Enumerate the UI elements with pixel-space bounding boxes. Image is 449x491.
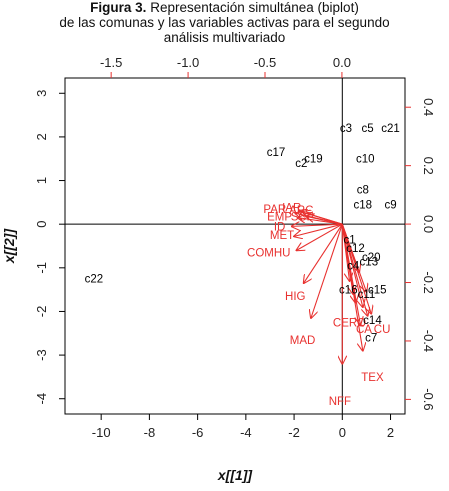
x-tick-label: -6 <box>192 425 204 440</box>
point-label-c16: c16 <box>339 285 358 297</box>
point-label-c20: c20 <box>362 252 381 264</box>
top-x-tick-label: -0.5 <box>254 55 276 70</box>
y-tick-label: 3 <box>34 90 49 97</box>
x-tick-label: -4 <box>240 425 252 440</box>
variable-label-mad: MAD <box>290 335 316 347</box>
point-label-c13: c13 <box>360 256 379 268</box>
variable-label-id: ID <box>274 221 286 233</box>
point-label-c2: c2 <box>295 158 307 170</box>
variable-arrow <box>292 224 343 226</box>
y-axis-label: x[[2]] <box>1 228 17 265</box>
right-y-tick-label: -0.4 <box>421 330 436 352</box>
right-y-tick-label: -0.6 <box>421 388 436 410</box>
variable-arrow <box>296 223 343 250</box>
title-line1: Representación simultánea (biplot) <box>150 0 359 15</box>
point-label-c19: c19 <box>304 154 323 166</box>
variable-label-ca: CA <box>356 324 372 336</box>
variable-label-scp: SCP <box>291 211 315 223</box>
point-label-c7: c7 <box>365 333 377 345</box>
point-label-c18: c18 <box>354 200 373 212</box>
y-tick-label: 1 <box>34 177 49 184</box>
point-label-c1: c1 <box>343 234 355 246</box>
variable-label-met: MET <box>270 230 294 242</box>
point-label-c10: c10 <box>356 154 375 166</box>
point-label-c14: c14 <box>363 315 382 327</box>
variable-label-emp: EMP <box>267 211 292 223</box>
point-label-c15: c15 <box>368 285 387 297</box>
point-label-c22: c22 <box>85 274 104 286</box>
y-tick-label: 0 <box>34 221 49 228</box>
x-tick-label: -2 <box>288 425 300 440</box>
x-tick-label: 0 <box>339 425 346 440</box>
variable-label-hig: HIG <box>285 291 306 303</box>
point-label-c17: c17 <box>267 147 286 159</box>
point-label-c12: c12 <box>346 243 365 255</box>
title-line2: de las comunas y las variables activas p… <box>59 15 390 30</box>
x-tick-label: -8 <box>144 425 156 440</box>
variable-arrow <box>311 224 343 318</box>
variable-label-tex: TEX <box>361 372 384 384</box>
point-label-c11: c11 <box>358 289 376 301</box>
point-label-c9: c9 <box>384 200 396 212</box>
y-tick-label: -4 <box>34 393 49 405</box>
right-y-tick-label: -0.2 <box>421 271 436 293</box>
top-x-tick-label: 0.0 <box>333 55 351 70</box>
variable-label-cu: CU <box>374 324 391 336</box>
y-tick-label: -2 <box>34 306 49 318</box>
title-line3: análisis multivariado <box>163 30 286 45</box>
point-label-c4: c4 <box>347 261 360 273</box>
point-label-c21: c21 <box>381 123 400 135</box>
variable-arrow <box>341 224 349 281</box>
variable-arrow <box>306 216 343 225</box>
variable-label-iar: IAR <box>282 203 301 215</box>
variable-arrow <box>341 223 359 272</box>
chart-title: Figura 3. Representación simultánea (bip… <box>0 0 449 45</box>
variable-label-nff: NFF <box>329 396 351 408</box>
point-label-c3: c3 <box>340 123 352 135</box>
variable-label-comhu: COMHU <box>247 248 290 260</box>
right-y-tick-label: 0.4 <box>421 98 436 116</box>
top-x-tick-label: -1.5 <box>100 55 122 70</box>
point-label-c8: c8 <box>357 184 369 196</box>
y-tick-label: -3 <box>34 349 49 361</box>
y-tick-label: 2 <box>34 133 49 140</box>
right-y-tick-label: 0.2 <box>421 157 436 175</box>
figure-label: Figura 3. <box>90 0 147 15</box>
x-tick-label: 2 <box>387 425 394 440</box>
top-x-tick-label: -1.0 <box>177 55 199 70</box>
y-tick-label: -1 <box>34 262 49 274</box>
plot-frame <box>64 77 406 415</box>
x-tick-label: -10 <box>92 425 111 440</box>
x-axis-label: x[[1]] <box>217 467 254 483</box>
right-y-tick-label: 0.0 <box>421 215 436 233</box>
variable-arrow <box>294 223 343 236</box>
variable-label-par: PAR <box>263 204 286 216</box>
point-label-c5: c5 <box>362 123 374 135</box>
variable-arrow <box>304 223 343 283</box>
arrows-layer: PARIARARCEMPSCPIDMETCOMHUHIGMADNFFTEXCER… <box>247 203 390 408</box>
